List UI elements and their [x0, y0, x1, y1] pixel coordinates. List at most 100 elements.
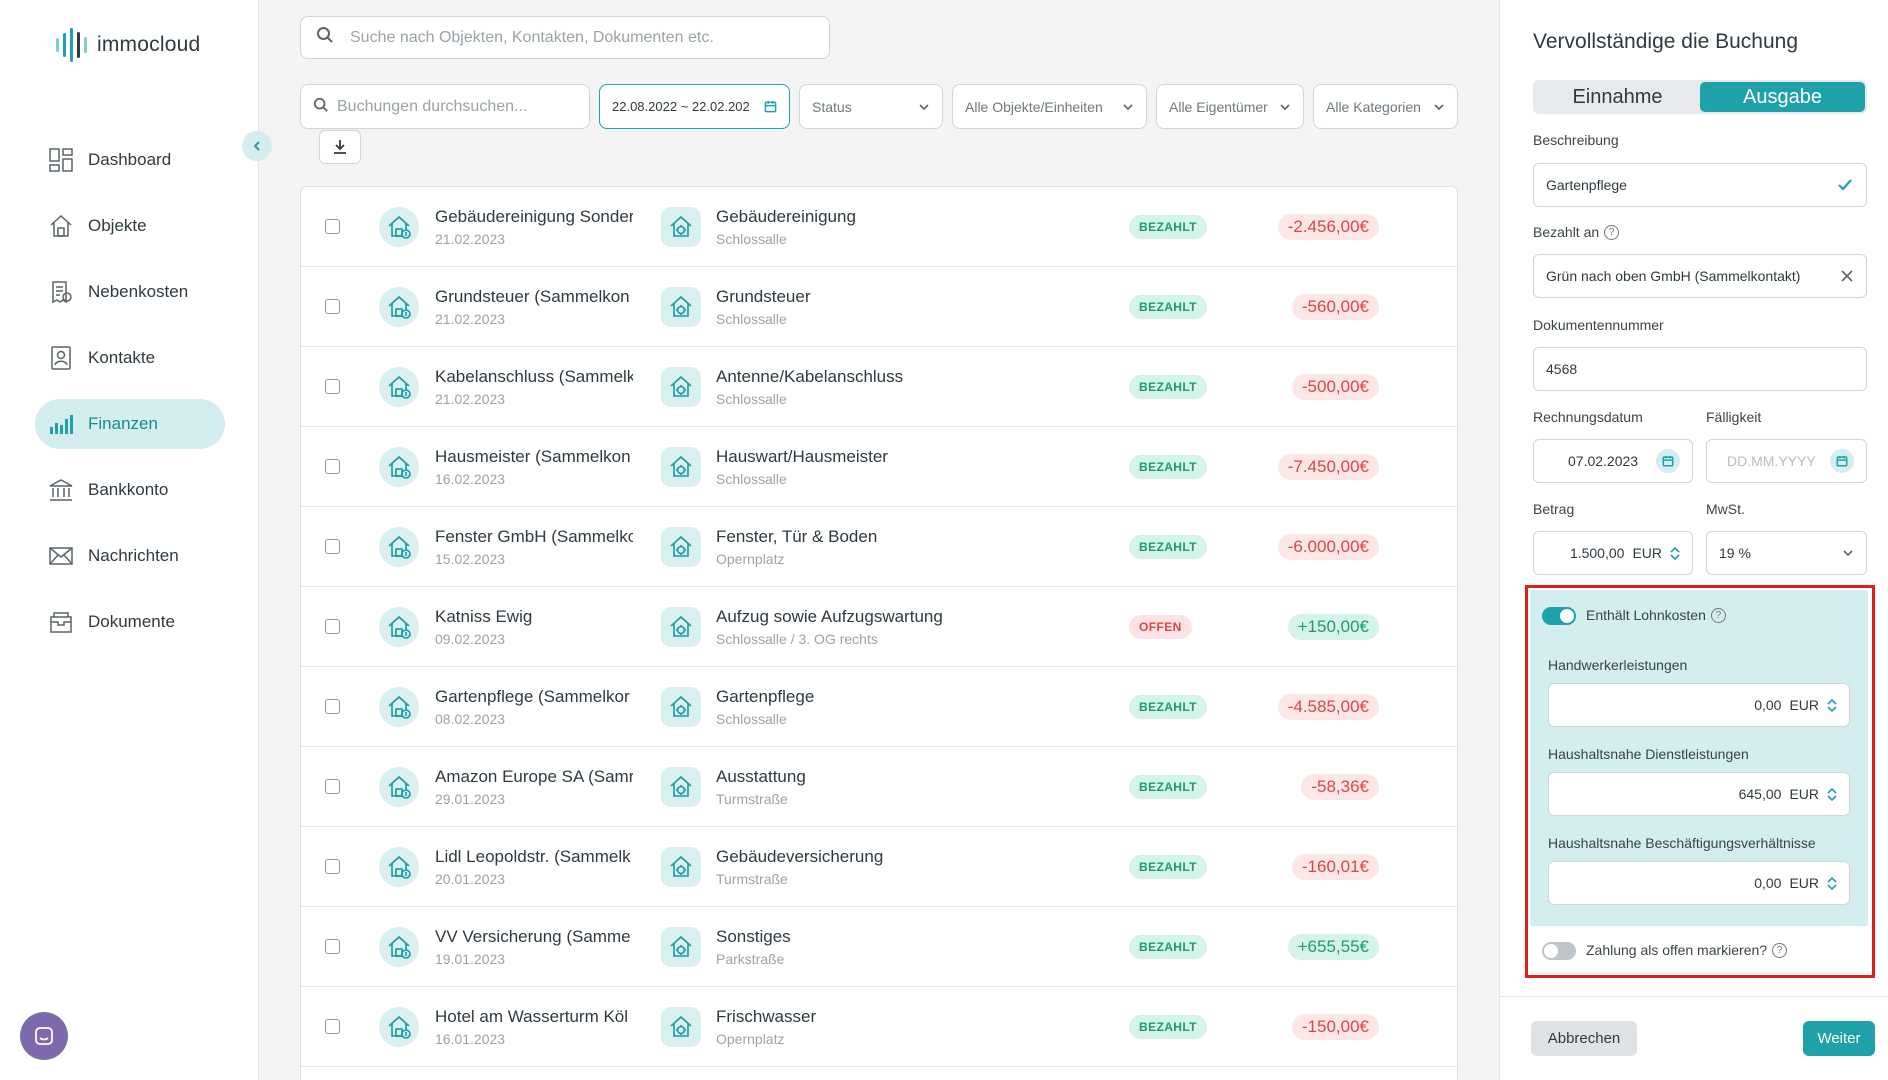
vat-label: MwSt.: [1706, 501, 1745, 517]
row-checkbox[interactable]: [325, 699, 340, 714]
table-row[interactable]: Fenster GmbH (Sammelkc 15.02.2023 Fenste…: [301, 507, 1457, 587]
owners-select[interactable]: Alle Eigentümer: [1156, 84, 1304, 129]
sidebar-item-nachrichten[interactable]: Nachrichten: [35, 531, 225, 581]
sidebar-item-dashboard[interactable]: Dashboard: [35, 135, 225, 185]
row-checkbox[interactable]: [325, 859, 340, 874]
mark-open-toggle[interactable]: [1542, 942, 1576, 960]
category-name: Gartenpflege: [716, 686, 815, 706]
calendar-icon[interactable]: [1656, 449, 1680, 473]
tab-expense[interactable]: Ausgabe: [1700, 82, 1865, 112]
sidebar-item-kontakte[interactable]: Kontakte: [35, 333, 225, 383]
chevron-up-icon[interactable]: [1827, 876, 1837, 883]
contact-cell: Katniss Ewig 09.02.2023: [435, 607, 633, 647]
craftsman-stepper[interactable]: [1827, 698, 1837, 713]
download-button[interactable]: [319, 130, 361, 164]
sidebar-item-objekte[interactable]: Objekte: [35, 201, 225, 251]
table-row[interactable]: Lidl Leopoldstr. (Sammelk 20.01.2023 Geb…: [301, 827, 1457, 907]
household-services-field[interactable]: 645,00 EUR: [1548, 772, 1850, 816]
invoice-date-field[interactable]: 07.02.2023: [1533, 439, 1693, 483]
chevron-down-icon[interactable]: [1670, 553, 1680, 561]
table-row[interactable]: Hotel am Wasserturm Köl 16.01.2023 Frisc…: [301, 987, 1457, 1067]
table-row[interactable]: Gebäudereinigung Sonder 21.02.2023 Gebäu…: [301, 187, 1457, 267]
sidebar-item-dokumente[interactable]: Dokumente: [35, 597, 225, 647]
collapse-sidebar-button[interactable]: [242, 131, 272, 161]
row-checkbox[interactable]: [325, 539, 340, 554]
chevron-down-icon[interactable]: [1827, 794, 1837, 802]
amount-currency: EUR: [1632, 545, 1662, 561]
objects-select-value: Alle Objekte/Einheiten: [965, 98, 1103, 115]
table-row[interactable]: Grundsteuer (Sammelkon 21.02.2023 Grunds…: [301, 267, 1457, 347]
app-logo[interactable]: immocloud: [56, 28, 200, 62]
due-date-label-text: Fälligkeit: [1706, 409, 1762, 425]
doc-number-field[interactable]: 4568: [1533, 347, 1867, 391]
category-cell: Gebäudeversicherung Turmstraße: [716, 847, 883, 887]
chevron-down-icon[interactable]: [1827, 705, 1837, 713]
global-search-input[interactable]: [350, 28, 829, 47]
chevron-up-icon[interactable]: [1827, 787, 1837, 794]
row-checkbox[interactable]: [325, 939, 340, 954]
chat-button[interactable]: [20, 1012, 68, 1060]
property-name: Parkstraße: [716, 950, 785, 967]
status-badge: BEZAHLT: [1129, 534, 1207, 559]
row-checkbox[interactable]: [325, 219, 340, 234]
description-value: Gartenpflege: [1546, 177, 1627, 193]
household-employment-field[interactable]: 0,00 EUR: [1548, 861, 1850, 905]
chevron-left-icon: [253, 141, 260, 151]
chevron-up-icon[interactable]: [1827, 698, 1837, 705]
table-row[interactable]: Katniss Ewig 09.02.2023 Aufzug sowie Auf…: [301, 587, 1457, 667]
objects-select[interactable]: Alle Objekte/Einheiten: [952, 84, 1147, 129]
amount-field[interactable]: 1.500,00 EUR: [1533, 531, 1693, 575]
booking-date: 21.02.2023: [435, 310, 506, 327]
row-checkbox[interactable]: [325, 619, 340, 634]
household-employment-stepper[interactable]: [1827, 876, 1837, 891]
table-row[interactable]: Amazon Europe SA (Samr 29.01.2023 Aussta…: [301, 747, 1457, 827]
help-icon[interactable]: ?: [1710, 607, 1726, 623]
craftsman-field[interactable]: 0,00 EUR: [1548, 683, 1850, 727]
status-badge: BEZAHLT: [1129, 454, 1207, 479]
row-checkbox[interactable]: [325, 379, 340, 394]
categories-select[interactable]: Alle Kategorien: [1313, 84, 1458, 129]
row-checkbox[interactable]: [325, 1019, 340, 1034]
status-select[interactable]: Status: [799, 84, 943, 129]
row-checkbox[interactable]: [325, 459, 340, 474]
table-row[interactable]: Kabelanschluss (Sammelk 21.02.2023 Anten…: [301, 347, 1457, 427]
filter-bar: 22.08.2022 ~ 22.02.202 Status Alle Objek…: [300, 84, 1458, 129]
contact-house-icon: [379, 526, 419, 567]
calendar-icon[interactable]: [1830, 449, 1854, 473]
paid-to-field[interactable]: Grün nach oben GmbH (Sammelkontakt): [1533, 254, 1867, 298]
tab-income[interactable]: Einnahme: [1572, 85, 1663, 108]
receipt-icon: [47, 278, 75, 306]
chevron-up-icon[interactable]: [1670, 546, 1680, 553]
due-date-field[interactable]: DD.MM.YYYY: [1706, 439, 1867, 483]
table-row[interactable]: Hausmeister (Sammelkon 16.02.2023 Hauswa…: [301, 427, 1457, 507]
description-field[interactable]: Gartenpflege: [1533, 163, 1867, 207]
labor-costs-toggle[interactable]: [1542, 607, 1576, 625]
category-cell: Antenne/Kabelanschluss Schlossalle: [716, 367, 903, 407]
amount-stepper[interactable]: [1670, 546, 1680, 561]
category-cell: Gebäudereinigung Schlossalle: [716, 207, 856, 247]
sidebar-item-nebenkosten[interactable]: Nebenkosten: [35, 267, 225, 317]
cancel-button[interactable]: Abbrechen: [1531, 1021, 1637, 1056]
check-icon: [1838, 179, 1852, 191]
row-checkbox[interactable]: [325, 299, 340, 314]
household-services-stepper[interactable]: [1827, 787, 1837, 802]
bookings-search-input[interactable]: [337, 97, 577, 116]
help-icon[interactable]: ?: [1604, 224, 1620, 240]
calendar-icon: [764, 100, 777, 113]
status-badge: BEZAHLT: [1129, 854, 1207, 879]
vat-label-text: MwSt.: [1706, 501, 1745, 517]
help-icon[interactable]: ?: [1772, 942, 1788, 958]
chevron-down-icon[interactable]: [1827, 883, 1837, 891]
contact-name: Katniss Ewig: [435, 606, 533, 626]
table-row[interactable]: VV Versicherung (Samme 19.01.2023 Sonsti…: [301, 907, 1457, 987]
sidebar-item-label: Dokumente: [88, 612, 175, 631]
table-row[interactable]: Gartenpflege (Sammelkor 08.02.2023 Garte…: [301, 667, 1457, 747]
vat-select[interactable]: 19 %: [1706, 531, 1867, 575]
row-checkbox[interactable]: [325, 779, 340, 794]
sidebar-item-finanzen[interactable]: Finanzen: [35, 399, 225, 449]
amount-label: Betrag: [1533, 501, 1574, 517]
next-button[interactable]: Weiter: [1803, 1021, 1875, 1056]
close-icon[interactable]: [1840, 269, 1854, 283]
date-range-picker[interactable]: 22.08.2022 ~ 22.02.202: [599, 84, 790, 129]
sidebar-item-bankkonto[interactable]: Bankkonto: [35, 465, 225, 515]
